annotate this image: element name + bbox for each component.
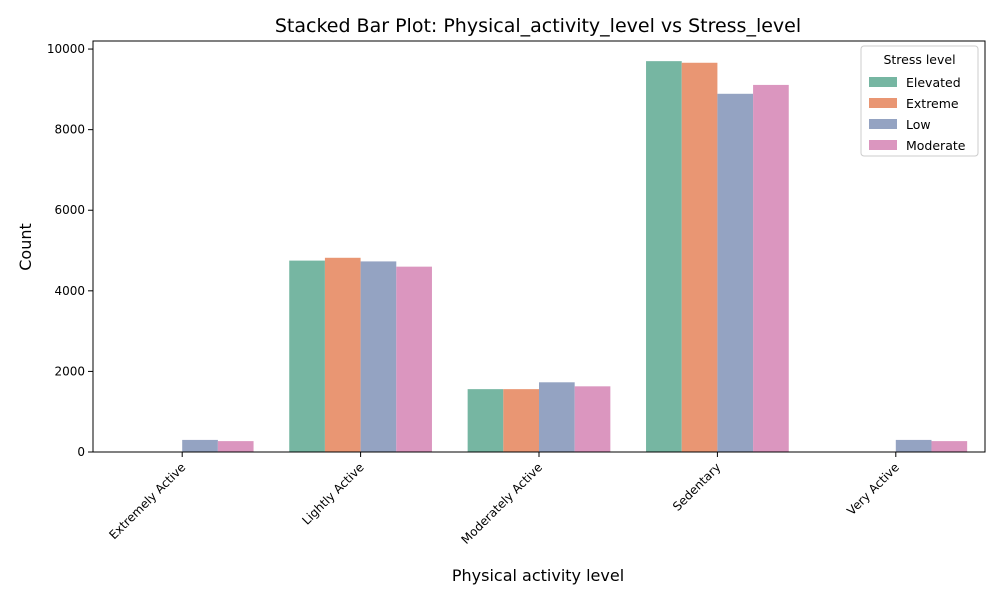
y-tick-label: 8000	[54, 123, 85, 137]
y-tick-label: 6000	[54, 203, 85, 217]
bar-moderate-3	[753, 84, 789, 453]
y-tick-label: 4000	[54, 284, 85, 298]
bar-moderate-2	[574, 386, 611, 452]
bar-moderate-0	[217, 441, 254, 452]
y-tick-label: 2000	[54, 364, 85, 378]
bar-extreme-1	[324, 257, 361, 452]
chart-title: Stacked Bar Plot: Physical_activity_leve…	[275, 15, 801, 37]
legend-label-low: Low	[906, 117, 931, 132]
legend-label-moderate: Moderate	[906, 138, 966, 153]
legend-label-extreme: Extreme	[906, 96, 959, 111]
legend-swatch-extreme	[869, 98, 897, 108]
bar-elevated-1	[289, 260, 325, 452]
bar-extreme-2	[503, 389, 539, 452]
x-tick-label: Lightly Active	[299, 460, 366, 527]
x-tick-label: Very Active	[844, 460, 902, 518]
legend-swatch-low	[869, 119, 897, 129]
x-tick-label: Moderately Active	[459, 460, 546, 547]
x-tick-label: Sedentary	[670, 460, 724, 514]
y-axis-title: Count	[16, 223, 35, 271]
bar-moderate-1	[396, 266, 432, 452]
legend-swatch-moderate	[869, 140, 897, 150]
bar-elevated-3	[646, 61, 682, 453]
x-axis-title: Physical activity level	[452, 566, 624, 585]
legend-swatch-elevated	[869, 77, 897, 87]
bar-extreme-3	[681, 62, 718, 452]
bar-elevated-2	[467, 389, 504, 452]
plot-area: 0 2000 4000 6000 8000 10000 Extremely Active Li…	[47, 40, 986, 547]
y-tick-label: 10000	[47, 42, 85, 56]
x-tick-label: Extremely Active	[106, 460, 188, 542]
legend-label-elevated: Elevated	[906, 75, 961, 90]
legend-title: Stress level	[883, 52, 955, 67]
bar-low-2	[539, 382, 575, 452]
y-tick-label: 0	[77, 445, 85, 459]
bar-low-0	[182, 439, 218, 452]
bar-low-4	[895, 439, 932, 452]
bar-moderate-4	[931, 441, 968, 452]
legend: Stress level Elevated Extreme Low Moderate	[860, 45, 979, 157]
bar-low-1	[360, 261, 397, 452]
bar-low-3	[717, 93, 754, 452]
